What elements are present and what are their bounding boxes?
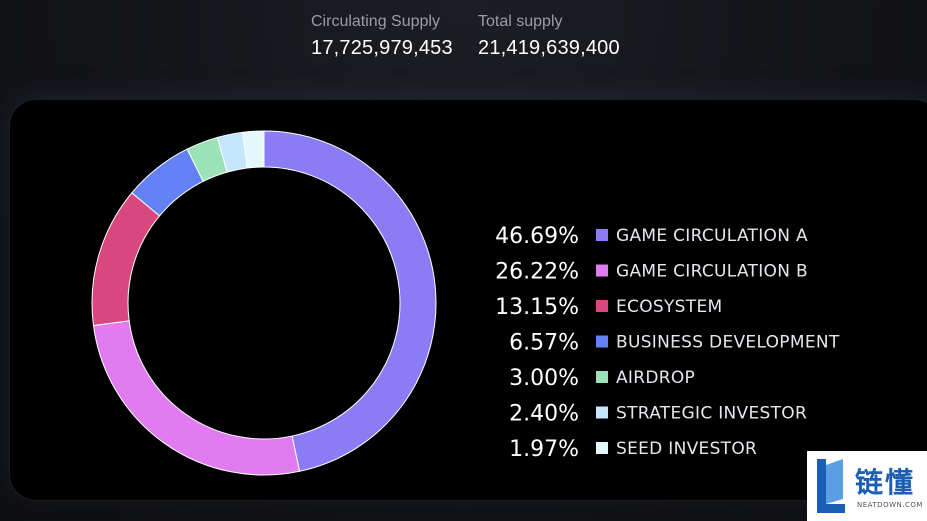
legend-swatch xyxy=(596,300,608,312)
watermark-text: 链懂 xyxy=(855,466,916,499)
circulating-supply-value: 17,725,979,453 xyxy=(311,37,453,59)
circulating-supply-label: Circulating Supply xyxy=(311,13,440,30)
legend-swatch xyxy=(596,442,608,454)
legend-percent: 13.15% xyxy=(495,295,579,320)
legend-label: ECOSYSTEM xyxy=(616,297,722,317)
legend-label: AIRDROP xyxy=(616,368,695,388)
donut-slice-2[interactable] xyxy=(92,320,301,476)
total-supply-stat: Total supply 21,419,639,400 xyxy=(478,12,620,61)
watermark-subtext: NEATDOWN.COM xyxy=(857,501,923,509)
donut-slice-7[interactable] xyxy=(242,130,265,169)
donut-slice-3[interactable] xyxy=(91,192,161,327)
legend-percent: 2.40% xyxy=(509,402,579,427)
legend-percent: 1.97% xyxy=(509,437,579,462)
legend-percent: 26.22% xyxy=(495,260,579,285)
watermark: 链懂 NEATDOWN.COM xyxy=(807,451,927,521)
legend-swatch xyxy=(596,371,608,383)
legend-label: STRATEGIC INVESTOR xyxy=(616,404,807,424)
legend-label: SEED INVESTOR xyxy=(616,439,757,459)
legend-label: GAME CIRCULATION A xyxy=(616,226,808,246)
total-supply-label: Total supply xyxy=(478,13,563,30)
total-supply-value: 21,419,639,400 xyxy=(478,37,620,59)
donut-slice-1[interactable] xyxy=(263,130,437,472)
legend-label: BUSINESS DEVELOPMENT xyxy=(616,333,840,353)
legend-swatch xyxy=(596,229,608,241)
legend-swatch xyxy=(596,264,608,277)
legend-label: GAME CIRCULATION B xyxy=(616,262,808,282)
legend-percent: 6.57% xyxy=(509,331,579,356)
legend-swatch xyxy=(596,335,608,348)
circulating-supply-stat: Circulating Supply 17,725,979,453 xyxy=(311,12,453,61)
legend-swatch xyxy=(596,406,608,419)
legend-percent: 46.69% xyxy=(495,224,579,249)
legend-percent: 3.00% xyxy=(509,366,579,391)
watermark-logo-icon xyxy=(817,459,845,513)
